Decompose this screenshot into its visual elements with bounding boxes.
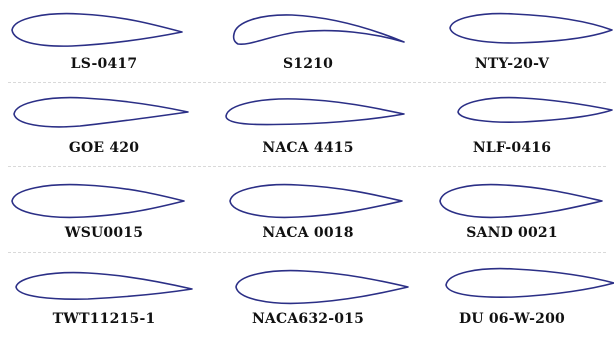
airfoil-shape-sand-0021 xyxy=(439,183,603,219)
airfoil-label: GOE 420 xyxy=(68,140,140,156)
airfoil-cell-ls-0417: LS-0417 xyxy=(2,2,206,86)
airfoil-cell-naca-0018: NACA 0018 xyxy=(206,171,410,255)
airfoil-shape-twt11215-1 xyxy=(15,271,193,300)
airfoil-label: NLF-0416 xyxy=(472,140,552,156)
airfoil-label: LS-0417 xyxy=(70,56,138,72)
airfoil-shape-nty-20-v xyxy=(449,12,613,44)
airfoil-cell-sand-0021: SAND 0021 xyxy=(410,171,614,255)
airfoil-label: NACA 0018 xyxy=(262,225,354,241)
airfoil-shape-naca-4415 xyxy=(225,98,405,126)
airfoil-cell-naca632-015: NACA632-015 xyxy=(206,257,410,341)
airfoil-shape-s1210 xyxy=(232,14,405,45)
airfoil-cell-s1210: S1210 xyxy=(206,2,410,86)
row-separator xyxy=(8,252,606,253)
airfoil-shape-goe-420 xyxy=(13,96,189,128)
airfoil-cell-goe-420: GOE 420 xyxy=(2,86,206,170)
row-separator xyxy=(8,166,606,167)
airfoil-label: TWT11215-1 xyxy=(52,311,156,327)
airfoil-cell-nty-20-v: NTY-20-V xyxy=(410,2,614,86)
airfoil-label: SAND 0021 xyxy=(466,225,558,241)
airfoil-shape-naca632-015 xyxy=(235,269,409,305)
airfoil-shape-naca-0018 xyxy=(229,183,403,219)
airfoil-label: NACA 4415 xyxy=(262,140,354,156)
airfoil-cell-nlf-0416: NLF-0416 xyxy=(410,86,614,170)
row-separator xyxy=(8,82,606,83)
airfoil-cell-twt11215-1: TWT11215-1 xyxy=(2,257,206,341)
airfoil-shape-ls-0417 xyxy=(11,12,183,47)
airfoil-label: NTY-20-V xyxy=(474,56,550,72)
airfoil-cell-wsu0015: WSU0015 xyxy=(2,171,206,255)
airfoil-cell-du-06-w-200: DU 06-W-200 xyxy=(410,257,614,341)
airfoil-label: S1210 xyxy=(282,56,334,72)
airfoil-label: DU 06-W-200 xyxy=(459,311,565,327)
airfoil-shape-du-06-w-200 xyxy=(445,267,614,298)
airfoil-shape-wsu0015 xyxy=(11,183,185,219)
airfoil-label: WSU0015 xyxy=(64,225,144,241)
airfoil-label: NACA632-015 xyxy=(251,311,365,327)
airfoil-shape-nlf-0416 xyxy=(457,96,613,123)
airfoil-cell-naca-4415: NACA 4415 xyxy=(206,86,410,170)
